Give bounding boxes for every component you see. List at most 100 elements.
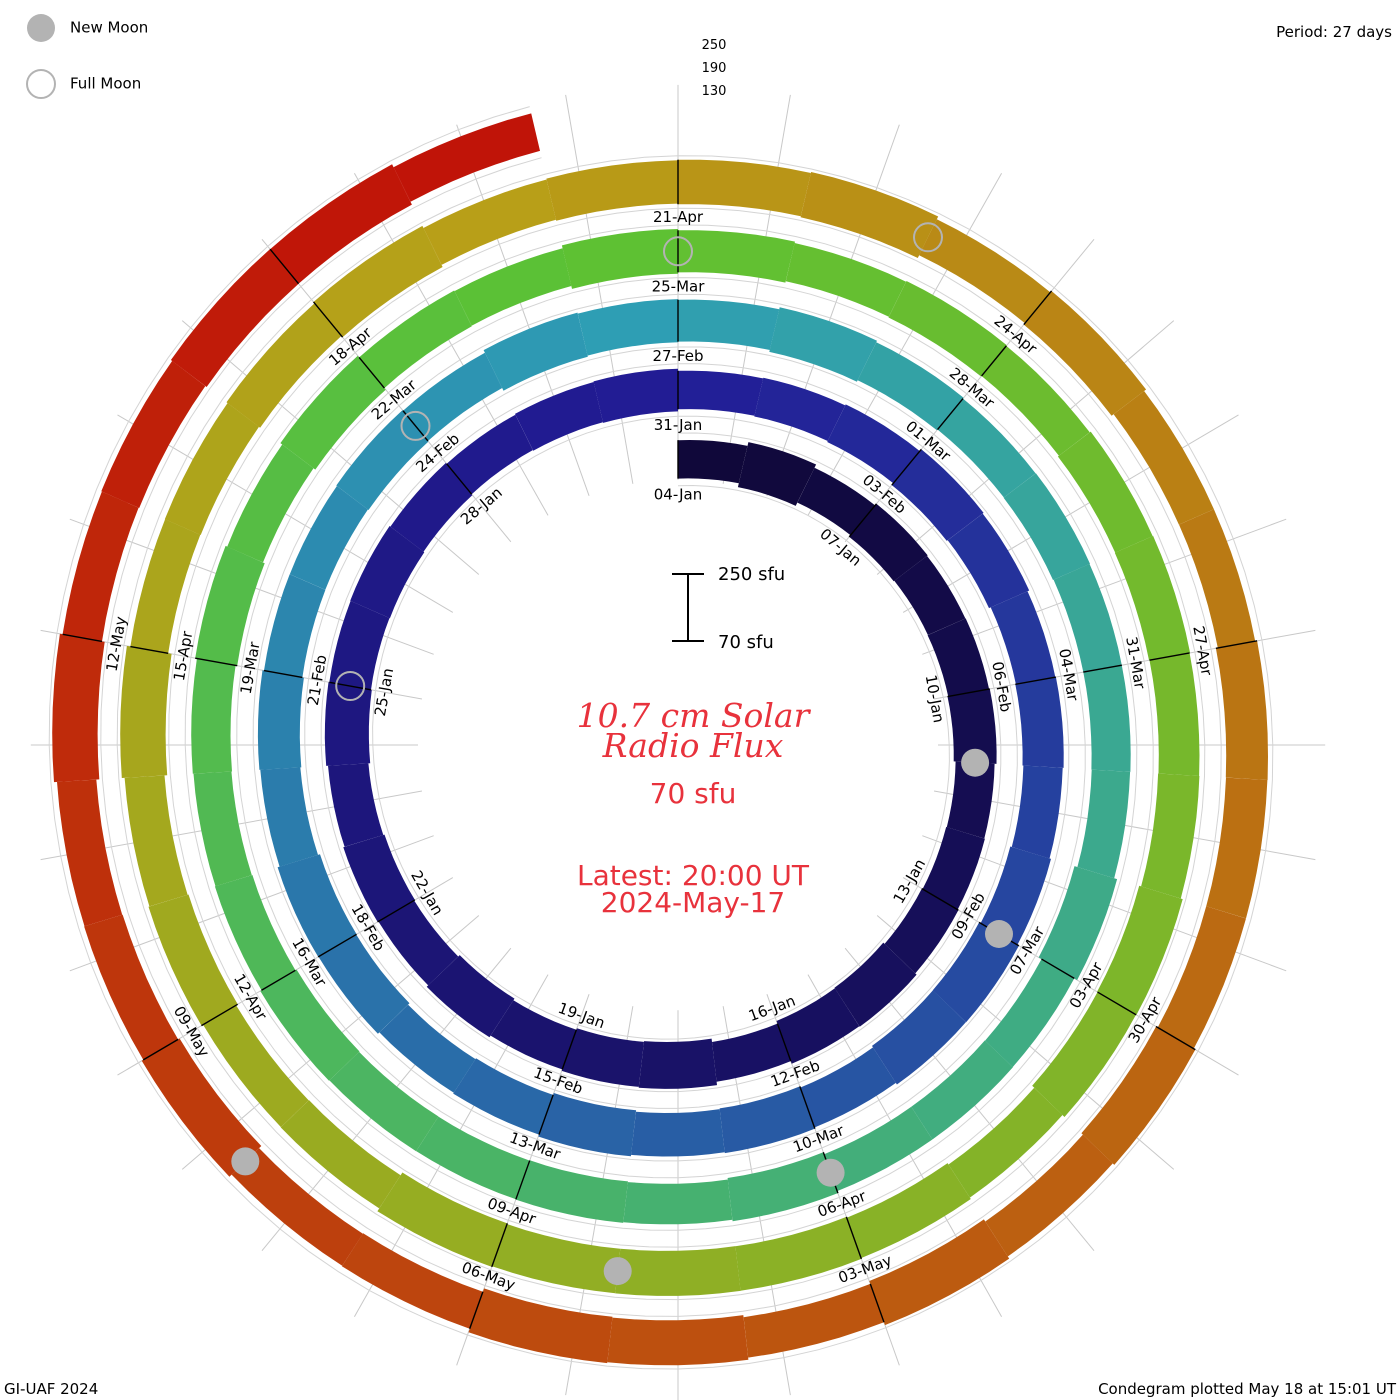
flux-band-day-13 bbox=[638, 1038, 717, 1089]
new-moon-marker bbox=[961, 748, 990, 777]
flux-band-day-41 bbox=[538, 1093, 637, 1157]
flux-band-day-66 bbox=[727, 1152, 838, 1222]
scale-tick-3: 130 bbox=[702, 84, 727, 99]
flux-band-day-74 bbox=[191, 658, 236, 774]
band-divider bbox=[845, 1216, 863, 1260]
flux-band-day-124 bbox=[231, 1148, 363, 1266]
full-moon-marker bbox=[663, 236, 693, 267]
flux-band-day-93 bbox=[735, 1216, 862, 1291]
flux-band-day-4 bbox=[894, 555, 966, 635]
band-divider bbox=[981, 345, 1007, 377]
grid-spoke bbox=[565, 94, 634, 484]
moon-markers bbox=[231, 222, 1013, 1286]
new-moon-legend-label: New Moon bbox=[70, 19, 148, 37]
flux-band-day-103 bbox=[164, 403, 259, 535]
date-label-31-Mar: 31-Mar bbox=[1122, 635, 1149, 691]
flux-band-day-115 bbox=[1206, 777, 1268, 919]
flux-band-day-3 bbox=[849, 503, 928, 582]
flux-band-day-22 bbox=[350, 526, 425, 619]
band-divider bbox=[1149, 652, 1190, 661]
flux-band-day-1 bbox=[737, 442, 817, 506]
flux-band-day-24 bbox=[446, 414, 533, 495]
date-label-10-Jan: 10-Jan bbox=[922, 673, 948, 724]
band-divider bbox=[491, 1223, 508, 1268]
full-moon-marker bbox=[400, 410, 431, 441]
band-divider bbox=[269, 248, 300, 285]
flux-band-day-6 bbox=[947, 688, 997, 764]
flux-band-day-45 bbox=[277, 854, 357, 957]
flux-band-day-84 bbox=[981, 345, 1090, 456]
flux-band-day-101 bbox=[120, 645, 172, 778]
spiral-guide bbox=[48, 106, 1274, 1370]
flux-band-day-132 bbox=[270, 164, 412, 284]
flux-band-day-23 bbox=[390, 462, 473, 552]
scale-top-label: 250 sfu bbox=[718, 564, 785, 585]
flux-band-day-94 bbox=[615, 1246, 741, 1296]
full-moon-legend-label: Full Moon bbox=[70, 75, 141, 93]
full-moon-marker bbox=[913, 222, 943, 253]
flux-band-day-11 bbox=[776, 988, 860, 1064]
latest-date: 2024-May-17 bbox=[601, 886, 786, 919]
flux-band-day-96 bbox=[377, 1172, 508, 1267]
date-label-19-Mar: 19-Mar bbox=[237, 640, 264, 696]
flux-band-day-112 bbox=[1113, 391, 1214, 525]
scale-tick-2: 190 bbox=[702, 61, 727, 76]
band-divider bbox=[130, 645, 169, 654]
flux-band-day-80 bbox=[561, 229, 678, 289]
flux-band-day-108 bbox=[678, 159, 811, 217]
scale-tick-1: 250 bbox=[702, 38, 727, 53]
flux-band-day-56 bbox=[857, 342, 964, 431]
date-label-25-Jan: 25-Jan bbox=[371, 667, 397, 718]
flux-band-day-31 bbox=[947, 513, 1030, 609]
band-divider bbox=[561, 1029, 578, 1070]
flux-band-day-0 bbox=[678, 440, 748, 484]
flux-band-day-37 bbox=[872, 990, 966, 1085]
flux-band-day-21 bbox=[329, 600, 390, 690]
flux-scale-bar: 250 sfu 70 sfu bbox=[672, 564, 785, 653]
band-divider bbox=[869, 1283, 885, 1323]
flux-band-day-65 bbox=[824, 1106, 933, 1192]
flux-band-day-125 bbox=[141, 1038, 262, 1177]
period-label: Period: 27 days bbox=[1276, 23, 1392, 41]
band-divider bbox=[1023, 290, 1053, 326]
flux-band-day-30 bbox=[891, 449, 984, 541]
footer-credit: GI-UAF 2024 bbox=[4, 1380, 98, 1398]
flux-band-day-42 bbox=[453, 1058, 554, 1135]
flux-band-day-102 bbox=[130, 519, 201, 654]
flux-band-day-40 bbox=[631, 1109, 725, 1157]
flux-band-day-118 bbox=[985, 1134, 1113, 1257]
flux-band-day-33 bbox=[1015, 677, 1064, 768]
band-divider bbox=[936, 398, 964, 430]
flux-band-day-81 bbox=[678, 230, 795, 283]
flux-band-day-114 bbox=[1215, 640, 1268, 780]
flux-band-day-120 bbox=[743, 1283, 884, 1358]
flux-band-day-73 bbox=[193, 771, 252, 887]
full-moon-marker bbox=[335, 671, 366, 701]
band-divider bbox=[1097, 991, 1137, 1016]
flux-band-day-126 bbox=[84, 914, 179, 1060]
flux-band-day-2 bbox=[797, 467, 876, 536]
flux-band-day-122 bbox=[468, 1288, 613, 1364]
flux-band-day-109 bbox=[800, 172, 939, 258]
flux-band-day-128 bbox=[52, 633, 105, 783]
scale-bottom-label: 70 sfu bbox=[718, 632, 774, 653]
flux-band-day-83 bbox=[888, 281, 1007, 377]
flux-band-day-75 bbox=[195, 545, 265, 666]
flux-band-day-10 bbox=[834, 942, 917, 1027]
band-divider bbox=[538, 1094, 554, 1135]
date-label-21-Apr: 21-Apr bbox=[653, 208, 704, 226]
current-flux-value: 70 sfu bbox=[650, 777, 737, 810]
full-moon-legend-icon bbox=[26, 69, 56, 99]
flux-band-day-57 bbox=[937, 398, 1036, 498]
flux-band-day-92 bbox=[846, 1163, 971, 1259]
scale-ticks: 250 190 130 bbox=[702, 38, 727, 99]
flux-band-day-98 bbox=[203, 1005, 309, 1128]
center-info: 10.7 cm Solar Radio Flux 70 sfu Latest: … bbox=[577, 696, 812, 919]
flux-band-day-82 bbox=[785, 243, 907, 317]
flux-band-day-44 bbox=[318, 934, 410, 1034]
date-label-04-Mar: 04-Mar bbox=[1055, 647, 1082, 703]
latest-time: Latest: 20:00 UT bbox=[577, 859, 810, 892]
flux-band-day-91 bbox=[948, 1087, 1063, 1198]
title-line-2: Radio Flux bbox=[602, 726, 784, 765]
flux-band-day-32 bbox=[990, 591, 1056, 685]
